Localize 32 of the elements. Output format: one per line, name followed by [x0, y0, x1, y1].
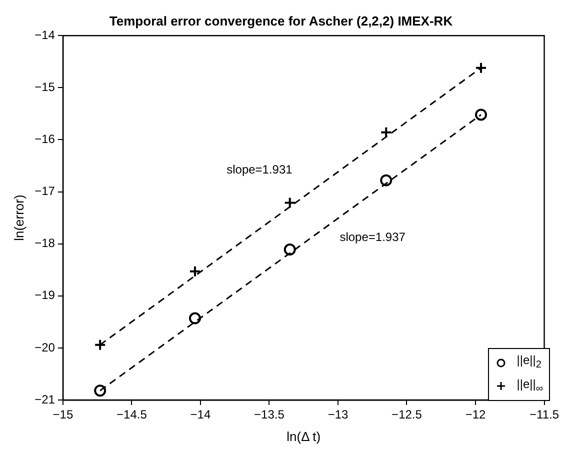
point [188, 265, 201, 278]
x-tick-label: −14 [190, 408, 211, 422]
y-tick-label: −20 [34, 340, 56, 354]
point [94, 384, 106, 397]
point [284, 196, 296, 209]
point [475, 108, 488, 121]
chart-title: Temporal error convergence for Ascher (2,2,2) IMEX-RK [109, 13, 454, 28]
annotation: slope=1.931 [226, 162, 293, 177]
x-tick-label: −12.5 [392, 408, 422, 422]
y-axis-title: ln(error) [11, 194, 26, 241]
x-tick-label: −15 [52, 408, 74, 422]
point [380, 174, 392, 186]
x-tick-label: −12 [465, 408, 486, 422]
x-tick-label: −13.5 [254, 408, 285, 422]
point [94, 338, 106, 351]
y-tick-label: −17 [34, 184, 56, 198]
y-tick-label: −18 [34, 236, 56, 250]
y-tick-label: −15 [34, 80, 56, 94]
y-tick-label: −16 [34, 132, 56, 146]
x-tick-label: −11.5 [530, 408, 560, 422]
point [188, 312, 201, 324]
y-tick-label: −14 [34, 28, 56, 42]
point [284, 244, 296, 256]
annotation: slope=1.937 [340, 230, 406, 244]
y-tick-label: −19 [34, 288, 56, 302]
point [380, 126, 392, 138]
legend-label: ||e||$_{2}$ [516, 352, 542, 373]
x-tick-label: −13 [328, 408, 348, 422]
y-tick-label: −21 [34, 392, 56, 406]
legend-label: ||e||$_{∞}$ [516, 376, 543, 396]
x-axis-title: ln(Δ t) [286, 428, 321, 444]
x-tick-label: −14.5 [116, 408, 148, 422]
